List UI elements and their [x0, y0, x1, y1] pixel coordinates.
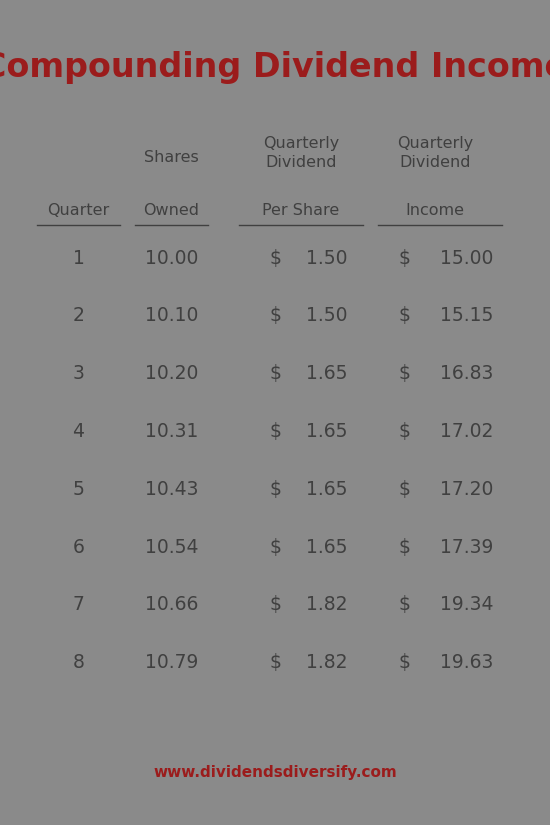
Text: Compounding Dividend Income: Compounding Dividend Income [0, 51, 550, 84]
Text: 1.82: 1.82 [306, 653, 348, 672]
Text: 4: 4 [73, 422, 85, 441]
Text: $: $ [398, 306, 410, 325]
Text: 1.50: 1.50 [306, 306, 348, 325]
Text: $: $ [269, 653, 281, 672]
Text: 3: 3 [73, 364, 85, 383]
Text: 2: 2 [73, 306, 85, 325]
Text: 17.39: 17.39 [439, 538, 493, 557]
Text: 10.31: 10.31 [145, 422, 199, 441]
Text: Quarter: Quarter [47, 203, 109, 218]
Text: $: $ [398, 538, 410, 557]
Text: 10.54: 10.54 [145, 538, 199, 557]
Text: $: $ [269, 422, 281, 441]
Text: Quarterly
Dividend: Quarterly Dividend [397, 136, 474, 170]
Text: 10.20: 10.20 [145, 364, 199, 383]
Text: 1.65: 1.65 [306, 538, 348, 557]
Text: Owned: Owned [144, 203, 200, 218]
Text: $: $ [398, 248, 410, 267]
Text: Per Share: Per Share [262, 203, 339, 218]
Text: 10.10: 10.10 [145, 306, 199, 325]
Text: 1: 1 [73, 248, 85, 267]
Text: $: $ [398, 596, 410, 615]
Text: 6: 6 [73, 538, 85, 557]
Text: Income: Income [406, 203, 465, 218]
Text: $: $ [269, 538, 281, 557]
Text: 15.15: 15.15 [439, 306, 493, 325]
Text: 10.43: 10.43 [145, 480, 199, 499]
Text: $: $ [269, 480, 281, 499]
Text: 19.63: 19.63 [439, 653, 493, 672]
Text: 15.00: 15.00 [439, 248, 493, 267]
Text: 7: 7 [73, 596, 85, 615]
Text: $: $ [398, 653, 410, 672]
Text: $: $ [269, 248, 281, 267]
Text: 8: 8 [73, 653, 85, 672]
Text: 1.50: 1.50 [306, 248, 348, 267]
Text: $: $ [398, 480, 410, 499]
Text: 1.65: 1.65 [306, 364, 348, 383]
Text: 1.82: 1.82 [306, 596, 348, 615]
Text: 10.79: 10.79 [145, 653, 199, 672]
Text: 17.02: 17.02 [439, 422, 493, 441]
Text: Quarterly
Dividend: Quarterly Dividend [263, 136, 339, 170]
Text: 5: 5 [73, 480, 85, 499]
Text: 10.00: 10.00 [145, 248, 199, 267]
Text: 19.34: 19.34 [439, 596, 493, 615]
Text: $: $ [269, 364, 281, 383]
Text: Shares: Shares [144, 149, 199, 164]
Text: 17.20: 17.20 [439, 480, 493, 499]
Text: 1.65: 1.65 [306, 480, 348, 499]
Text: $: $ [398, 364, 410, 383]
Text: $: $ [269, 306, 281, 325]
Text: $: $ [269, 596, 281, 615]
Text: www.dividendsdiversify.com: www.dividendsdiversify.com [153, 766, 397, 780]
Text: 16.83: 16.83 [439, 364, 493, 383]
Text: $: $ [398, 422, 410, 441]
Text: 10.66: 10.66 [145, 596, 199, 615]
Text: 1.65: 1.65 [306, 422, 348, 441]
